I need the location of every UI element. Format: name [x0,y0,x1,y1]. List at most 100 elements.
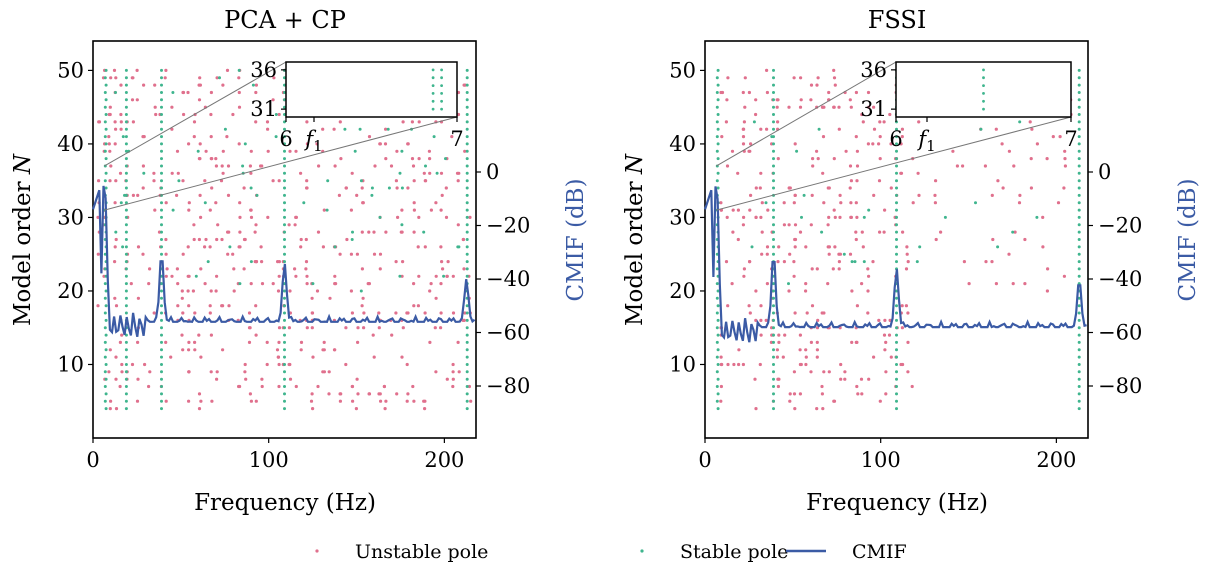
unstable-pole [215,370,219,374]
unstable-pole [288,377,293,381]
unstable-pole [765,127,769,131]
unstable-pole [463,149,467,153]
unstable-pole [203,179,207,183]
unstable-pole [793,193,797,197]
stable-pole [160,76,163,80]
unstable-pole [254,83,258,87]
unstable-pole [439,208,443,212]
unstable-pole [445,274,449,278]
unstable-pole [254,304,258,308]
stable-pole [982,68,985,72]
unstable-pole [175,267,179,271]
stable-pole [982,99,985,103]
unstable-pole [831,267,835,271]
unstable-pole [299,340,304,344]
unstable-pole [254,399,258,403]
stable-pole [465,157,469,161]
unstable-pole [793,245,797,249]
unstable-pole [900,326,905,330]
unstable-pole [164,237,168,242]
unstable-pole [765,68,769,72]
stable-pole [1077,296,1081,300]
stable-pole [283,326,286,330]
stable-pole [715,311,719,315]
unstable-pole [221,304,225,308]
unstable-pole [176,171,180,175]
stable-pole [283,311,286,315]
unstable-pole [384,399,388,403]
stable-pole [1077,142,1081,146]
stable-pole [422,230,426,234]
unstable-pole [417,157,421,161]
unstable-pole [754,318,758,322]
stable-pole [716,171,720,175]
unstable-pole [136,193,140,197]
unstable-pole [361,201,365,205]
unstable-pole [933,193,937,197]
stable-pole [440,68,443,72]
stable-pole [772,392,775,396]
unstable-pole [254,223,258,227]
stable-pole [895,245,898,249]
unstable-pole [439,282,443,286]
stable-pole [124,83,128,87]
unstable-pole [411,164,416,168]
stable-pole [283,289,286,293]
unstable-pole [288,289,292,293]
unstable-pole [119,112,123,117]
unstable-pole [833,83,837,87]
unstable-pole [249,215,254,219]
stable-pole [1077,68,1081,72]
stable-pole [124,289,128,293]
stable-pole [104,407,108,411]
stable-pole [465,186,469,190]
stable-pole [820,230,824,234]
stable-pole [772,186,775,190]
stable-pole [716,377,720,381]
stable-pole [772,149,775,153]
stable-pole [465,260,469,264]
unstable-pole [872,105,876,109]
unstable-pole [446,260,450,264]
stable-pole [124,215,128,219]
unstable-pole [97,120,101,124]
stable-pole [124,392,128,396]
unstable-pole [871,260,875,264]
unstable-pole [765,245,770,249]
stable-pole [842,252,846,256]
stable-pole [915,260,919,264]
stable-pole [124,113,128,116]
x-tick-label: 100 [249,448,289,472]
stable-pole [716,392,720,396]
unstable-pole [136,377,140,381]
stable-pole [772,98,775,102]
unstable-pole [866,289,870,293]
unstable-pole [175,149,180,153]
stable-pole [440,84,443,87]
stable-pole [218,76,221,80]
unstable-pole [854,340,858,344]
unstable-pole [900,127,905,131]
unstable-pole [378,252,383,256]
unstable-pole [732,362,736,367]
unstable-pole [395,186,399,190]
unstable-pole [299,245,303,249]
unstable-pole [197,237,201,242]
unstable-pole [859,377,864,381]
inset-x-tick-label: f1 [303,127,322,155]
unstable-pole [135,98,139,102]
stable-pole [895,407,898,411]
unstable-pole [107,142,111,146]
unstable-pole [724,260,729,264]
stable-pole [772,171,775,175]
unstable-pole [451,362,455,367]
stable-pole [283,392,286,396]
unstable-pole [423,245,427,249]
unstable-pole [108,348,112,352]
inset-x-tick-label: 7 [450,127,463,151]
unstable-pole [170,127,174,131]
unstable-pole [901,230,905,234]
unstable-pole [120,362,124,367]
unstable-pole [422,171,426,175]
